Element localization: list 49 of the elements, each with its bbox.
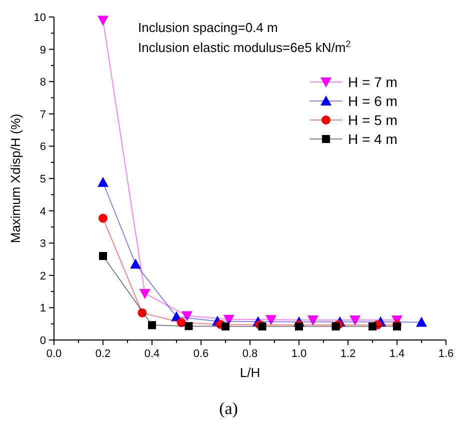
y-tick-label: 8 <box>40 76 46 89</box>
point <box>148 321 156 330</box>
y-tick-label: 4 <box>40 206 46 218</box>
x-tick-label: 1.0 <box>291 348 307 360</box>
point <box>138 308 147 318</box>
y-tick-label: 9 <box>40 44 46 56</box>
x-tick-label: 1.2 <box>340 348 356 360</box>
y-tick-label: 5 <box>40 174 46 186</box>
point <box>130 258 142 269</box>
y-tick-label: 1 <box>40 302 46 315</box>
point <box>332 322 340 330</box>
x-axis-title: L/H <box>240 365 260 380</box>
legend-label: H = 5 m <box>348 112 398 128</box>
y-tick-label: 6 <box>40 141 46 154</box>
point <box>176 318 186 328</box>
point <box>266 315 277 326</box>
point <box>98 176 108 187</box>
x-tick-label: 0.6 <box>193 348 209 360</box>
annotation: Inclusion elastic modulus=6e5 kN/m$^{2}$ <box>138 39 351 55</box>
x-tick-label: 0.0 <box>46 348 62 360</box>
point <box>223 314 234 325</box>
y-tick-label: 0 <box>40 335 46 347</box>
point <box>184 322 193 330</box>
x-tick-label: 0.4 <box>144 348 160 360</box>
point <box>368 322 376 330</box>
y-tick-label: 7 <box>40 108 46 121</box>
point <box>350 315 361 326</box>
point <box>258 322 266 330</box>
y-tick-label: 3 <box>40 238 46 250</box>
point <box>222 322 230 330</box>
x-tick-label: 0.2 <box>95 348 111 360</box>
legend-label: H = 7 m <box>348 74 398 90</box>
point <box>139 288 150 299</box>
x-tick-label: 1.4 <box>389 348 405 360</box>
text: (a) <box>219 399 238 418</box>
y-tick-label: 10 <box>34 12 46 24</box>
x-tick-label: 1.6 <box>438 348 454 360</box>
point <box>416 316 427 327</box>
point <box>307 315 318 326</box>
y-axis-title: Maximum Xdisp/H (%) <box>8 114 23 244</box>
x-tick-label: 0.8 <box>242 348 258 360</box>
point <box>99 252 107 260</box>
y-tick-label: 2 <box>40 270 46 282</box>
legend-label: H = 6 m <box>348 93 398 109</box>
point <box>98 214 108 223</box>
annotation: Inclusion spacing=0.4 m <box>138 20 278 35</box>
legend-label: H = 4 m <box>348 131 398 147</box>
point <box>182 311 193 322</box>
point <box>98 16 108 26</box>
